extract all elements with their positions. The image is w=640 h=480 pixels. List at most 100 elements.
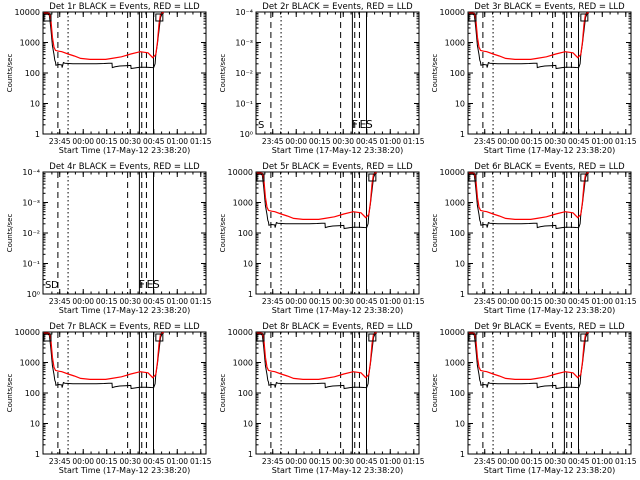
y-tick-label: 10 <box>455 420 465 429</box>
lld-series-line <box>256 332 377 380</box>
plot-frame <box>255 331 420 455</box>
y-tick-label: 1 <box>248 290 253 299</box>
x-tick-label: 00:45 <box>356 457 378 466</box>
x-tick-label: 00:15 <box>96 457 118 466</box>
x-tick-label: 00:15 <box>96 137 118 146</box>
y-tick-label: 10⁻¹ <box>22 260 40 269</box>
x-tick-label: 00:00 <box>497 457 519 466</box>
y-tick-label: 10 <box>455 100 465 109</box>
y-tick-label: 10⁻⁴ <box>235 8 253 17</box>
y-tick-label: 10000 <box>15 8 40 17</box>
plot-frame <box>42 171 207 295</box>
saturation-box <box>155 13 164 22</box>
x-tick-label: 01:00 <box>379 457 401 466</box>
y-tick-label: 1 <box>248 450 253 459</box>
saturation-box <box>580 173 589 182</box>
y-tick-label: 10 <box>243 260 253 269</box>
x-tick-label: 00:00 <box>72 457 94 466</box>
x-tick-label: 23:45 <box>262 457 284 466</box>
x-tick-label: 01:15 <box>615 457 637 466</box>
x-tick-label: 01:15 <box>190 457 212 466</box>
y-axis-label: Counts/sec <box>6 214 14 253</box>
lld-series-line <box>43 332 164 380</box>
x-tick-label: 01:00 <box>591 457 613 466</box>
x-tick-label: 00:45 <box>356 297 378 306</box>
saturation-box <box>256 173 265 182</box>
x-axis-label: Start Time (17-May-12 23:38:20) <box>59 146 190 155</box>
y-tick-label: 10 <box>30 420 40 429</box>
y-tick-label: 1 <box>35 450 40 459</box>
x-tick-label: 23:45 <box>49 457 71 466</box>
y-tick-label: 1 <box>460 450 465 459</box>
event-marker-label: F <box>139 278 145 291</box>
x-tick-label: 00:30 <box>332 137 354 146</box>
saturation-box <box>468 333 477 342</box>
x-tick-label: 00:30 <box>544 297 566 306</box>
y-tick-label: 1 <box>460 130 465 139</box>
x-tick-label: 01:00 <box>379 297 401 306</box>
events-series-line <box>256 173 367 230</box>
y-tick-label: 10000 <box>15 328 40 337</box>
x-tick-label: 00:45 <box>143 297 165 306</box>
corner-marker-label: S <box>45 280 51 291</box>
x-tick-label: 00:30 <box>332 297 354 306</box>
detector-panel-9: Det 9r BLACK = Events, RED = LLD Counts/s… <box>431 322 637 475</box>
y-tick-label: 100 <box>25 389 40 398</box>
y-axis-label: Counts/sec <box>6 374 14 413</box>
x-axis-label: Start Time (17-May-12 23:38:20) <box>484 466 615 475</box>
y-axis-label: Counts/sec <box>219 54 227 93</box>
y-tick-label: 1000 <box>445 359 465 368</box>
panel-title: Det 3r BLACK = Events, RED = LLD <box>474 2 625 12</box>
y-tick-label: 1000 <box>445 39 465 48</box>
events-series-line <box>43 333 154 390</box>
x-tick-label: 00:00 <box>497 137 519 146</box>
x-tick-label: 23:45 <box>262 297 284 306</box>
saturation-box <box>155 333 164 342</box>
x-tick-label: 00:15 <box>309 137 331 146</box>
events-series-line <box>256 333 367 390</box>
lld-series-line <box>468 12 589 61</box>
y-tick-label: 100 <box>450 389 465 398</box>
event-marker-label: E <box>359 118 366 131</box>
x-tick-label: 00:15 <box>521 457 543 466</box>
x-tick-label: 00:00 <box>72 137 94 146</box>
detector-panel-4: Det 4r BLACK = Events, RED = LLD Counts/s… <box>6 162 212 315</box>
y-tick-label: 10000 <box>440 328 465 337</box>
y-axis-label: Counts/sec <box>6 54 14 93</box>
x-tick-label: 23:45 <box>262 137 284 146</box>
y-tick-label: 100 <box>238 389 253 398</box>
x-tick-label: 23:45 <box>49 297 71 306</box>
saturation-box <box>43 333 52 342</box>
y-tick-label: 10⁰ <box>27 290 40 299</box>
saturation-box <box>256 333 265 342</box>
saturation-box <box>580 333 589 342</box>
y-axis-label: Counts/sec <box>431 54 439 93</box>
x-axis-label: Start Time (17-May-12 23:38:20) <box>484 306 615 315</box>
x-tick-label: 00:00 <box>497 297 519 306</box>
x-axis-label: Start Time (17-May-12 23:38:20) <box>484 146 615 155</box>
saturation-box <box>43 13 52 22</box>
x-tick-label: 00:30 <box>544 457 566 466</box>
plot-frame <box>42 331 207 455</box>
event-marker-label: F <box>352 118 358 131</box>
events-series-line <box>43 13 154 70</box>
saturation-box <box>368 333 377 342</box>
saturation-box <box>580 13 589 22</box>
x-tick-label: 01:00 <box>166 297 188 306</box>
x-tick-label: 00:15 <box>521 137 543 146</box>
y-tick-label: 10 <box>455 260 465 269</box>
corner-marker-label: D <box>51 280 59 291</box>
y-tick-label: 100 <box>25 69 40 78</box>
panel-title: Det 8r BLACK = Events, RED = LLD <box>262 322 413 332</box>
x-tick-label: 00:45 <box>143 457 165 466</box>
x-tick-label: 00:30 <box>119 137 141 146</box>
plot-frame <box>467 11 632 135</box>
x-axis-label: Start Time (17-May-12 23:38:20) <box>272 466 403 475</box>
x-tick-label: 00:15 <box>521 297 543 306</box>
x-tick-label: 00:15 <box>309 297 331 306</box>
x-tick-label: 23:45 <box>49 137 71 146</box>
x-tick-label: 01:00 <box>591 297 613 306</box>
y-tick-label: 10000 <box>228 328 253 337</box>
y-tick-label: 10 <box>30 100 40 109</box>
